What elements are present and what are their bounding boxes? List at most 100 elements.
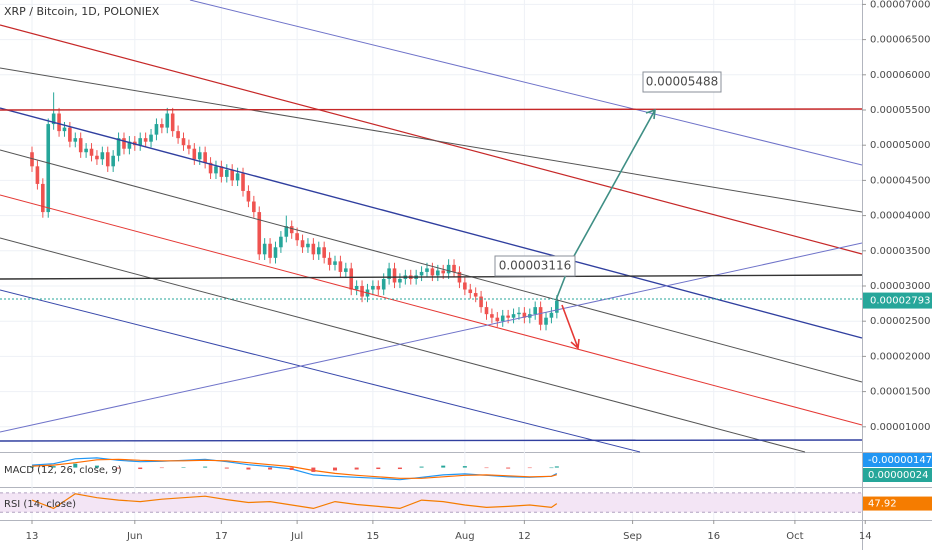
candle-body xyxy=(51,113,56,125)
indicator-line xyxy=(31,458,557,479)
candle-body xyxy=(544,317,548,325)
indicator-line xyxy=(31,493,558,510)
chart-title: XRP / Bitcoin, 1D, POLONIEX xyxy=(4,5,160,18)
candle-body xyxy=(479,296,483,308)
y-tick-label: 0.00005000 xyxy=(870,140,930,151)
histogram-bar xyxy=(549,467,554,469)
stop-arrow xyxy=(561,304,580,350)
trend-line xyxy=(0,107,863,339)
histogram-bar xyxy=(527,467,532,469)
candle-body xyxy=(235,173,240,181)
x-tick-label: 12 xyxy=(518,531,531,542)
histogram-bar xyxy=(311,467,316,472)
candle-body xyxy=(197,152,202,160)
histogram-bar xyxy=(354,467,359,470)
candle-body xyxy=(192,148,197,160)
candle-body xyxy=(84,148,88,153)
last-price-box xyxy=(863,292,932,309)
candle-body xyxy=(495,317,500,322)
candle-body xyxy=(376,285,381,290)
histogram-bar xyxy=(73,463,78,468)
trend-line xyxy=(189,0,863,166)
trend-lines xyxy=(0,0,863,453)
candle-body xyxy=(170,113,175,132)
histogram-bar xyxy=(462,466,467,468)
y-tick-label: 0.00003000 xyxy=(870,281,930,292)
annotation: 0.00003116 xyxy=(499,259,572,273)
y-tick-label: 0.00006000 xyxy=(870,70,930,81)
candle-body xyxy=(468,289,473,294)
candle-body xyxy=(68,127,72,142)
candle-body xyxy=(230,169,234,181)
candle-body xyxy=(538,307,543,325)
y-tick-label: 0.00004000 xyxy=(870,211,930,222)
last-value-box xyxy=(863,496,932,511)
candle-body xyxy=(187,145,191,149)
histogram-bar xyxy=(116,467,121,469)
candle-body xyxy=(533,307,537,315)
candle-body xyxy=(95,155,99,160)
histogram-bar xyxy=(181,467,186,468)
histogram-bar xyxy=(203,466,208,468)
candle-body xyxy=(241,173,245,191)
candle-body xyxy=(122,138,126,149)
trend-line xyxy=(0,149,863,383)
y-tick-label: 0.00002000 xyxy=(870,351,930,362)
x-tick-label: Oct xyxy=(786,531,803,542)
candle-body xyxy=(143,138,148,142)
candle-body xyxy=(89,148,94,156)
histogram-bar xyxy=(484,467,489,469)
candle-body xyxy=(338,261,343,272)
candle-body xyxy=(214,166,218,174)
histogram-bar xyxy=(30,466,35,468)
plot-background xyxy=(0,0,862,520)
candle-body xyxy=(500,315,505,322)
candle-body xyxy=(555,300,559,313)
candle-body xyxy=(316,247,321,255)
candle-body xyxy=(73,138,78,142)
candle-body xyxy=(203,152,207,163)
x-tick-label: 14 xyxy=(859,531,872,542)
candle-body xyxy=(425,268,429,272)
horizontal-line xyxy=(0,108,863,111)
candle-body xyxy=(160,124,164,128)
rsi-band xyxy=(0,492,862,513)
candle-body xyxy=(311,243,316,255)
candle-body xyxy=(219,166,224,177)
histogram-bar xyxy=(441,465,446,468)
candle-body xyxy=(30,152,34,167)
candle-body xyxy=(246,190,251,202)
histogram-bar xyxy=(506,467,511,469)
last-price-label: 0.00002793 xyxy=(870,296,930,307)
candle-body xyxy=(138,138,143,146)
y-tick-label: 0.00001500 xyxy=(870,387,930,398)
candle-body xyxy=(322,247,326,258)
candle-body xyxy=(446,264,451,274)
histogram-bar xyxy=(268,467,273,470)
candle-body xyxy=(127,141,132,149)
last-value-box xyxy=(863,453,932,467)
histogram-bar xyxy=(376,467,381,470)
candle-body xyxy=(349,268,354,290)
x-tick-label: Jul xyxy=(290,531,303,542)
candle-body xyxy=(354,285,359,290)
candle-body xyxy=(268,243,272,258)
y-tick-label: 0.00007000 xyxy=(870,0,930,10)
annotation-box xyxy=(494,255,576,277)
candle-body xyxy=(100,152,105,160)
horizontal-line xyxy=(0,439,863,442)
rsi-title: RSI (14, close) xyxy=(4,499,76,510)
last-value-box xyxy=(863,468,932,482)
candle-body xyxy=(273,247,278,258)
candle-body xyxy=(549,312,554,318)
candle-body xyxy=(62,127,67,132)
trend-line xyxy=(0,67,863,213)
candle-body xyxy=(452,264,456,272)
candle-body xyxy=(306,243,310,248)
candle-body xyxy=(257,212,262,255)
histogram-bar xyxy=(159,467,164,469)
candle-body xyxy=(387,268,391,279)
candle-body xyxy=(208,162,213,174)
histogram-bar xyxy=(333,467,338,471)
